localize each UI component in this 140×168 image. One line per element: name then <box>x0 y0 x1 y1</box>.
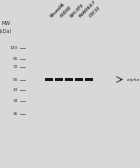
Text: 43: 43 <box>13 88 18 92</box>
Text: NIH-3T3: NIH-3T3 <box>69 3 84 18</box>
Text: MW: MW <box>1 21 10 26</box>
Text: 130: 130 <box>10 46 18 50</box>
Bar <box>45 78 53 81</box>
Text: C6D30: C6D30 <box>59 5 72 18</box>
Text: Neuro2A: Neuro2A <box>49 2 66 18</box>
Text: RaW264.7: RaW264.7 <box>79 0 98 18</box>
Text: alpha Tubulin: alpha Tubulin <box>127 77 140 81</box>
Text: 26: 26 <box>13 112 18 116</box>
Text: 95: 95 <box>13 57 18 61</box>
Text: (kDa): (kDa) <box>0 29 12 34</box>
Text: C2C12: C2C12 <box>89 6 102 18</box>
Text: NIH-3T3: NIH-3T3 <box>69 2 84 18</box>
Bar <box>85 78 93 81</box>
Text: C6D30: C6D30 <box>59 5 72 18</box>
Text: Neuro2A: Neuro2A <box>49 2 66 18</box>
Bar <box>65 78 73 81</box>
Text: C2C12: C2C12 <box>89 5 102 18</box>
Bar <box>75 78 83 81</box>
Text: 55: 55 <box>12 77 18 81</box>
Bar <box>55 78 63 81</box>
Text: RaW264.7: RaW264.7 <box>79 0 98 18</box>
Text: 34: 34 <box>13 99 18 103</box>
Text: 72: 72 <box>13 65 18 69</box>
